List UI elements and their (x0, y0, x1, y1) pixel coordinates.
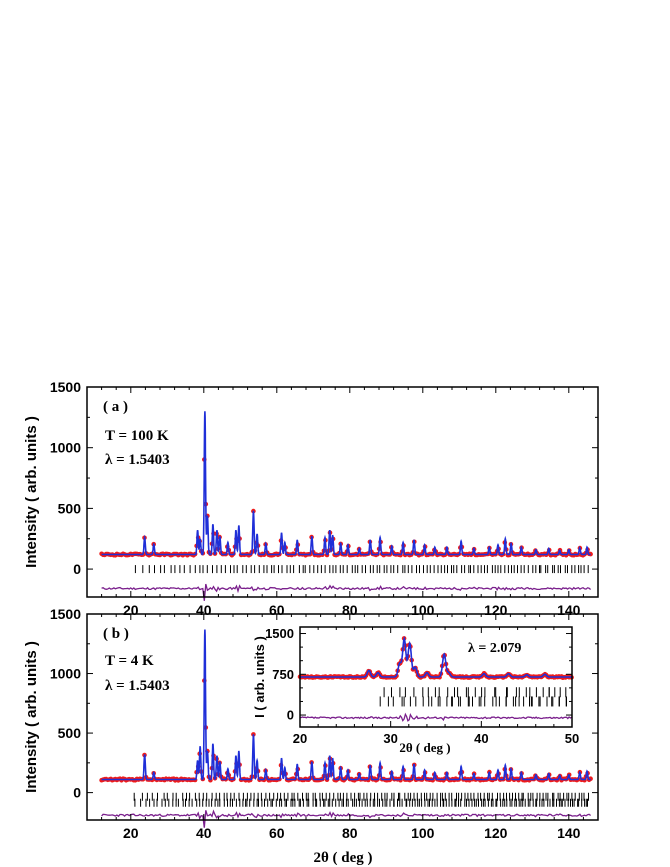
axes-frame (86, 613, 599, 821)
axes-frame (299, 626, 573, 728)
y-tick-label: 750 (272, 667, 294, 682)
x-axis-label: 2θ ( deg ) (313, 850, 372, 866)
bragg-row-1 (383, 687, 567, 698)
x-tick-label: 20 (293, 731, 307, 746)
annotation: T = 100 K (105, 428, 169, 444)
x-tick-label: 40 (196, 825, 212, 841)
panel-label: ( b ) (103, 626, 129, 642)
panel-label: ( a ) (103, 399, 128, 415)
x-tick-label: 40 (474, 731, 488, 746)
annotation: λ = 2.079 (468, 641, 521, 656)
y-axis-label: Intensity ( arb. units ) (23, 416, 40, 568)
y-tick-label: 1500 (50, 379, 81, 395)
x-tick-label: 20 (123, 825, 139, 841)
y-axis-label: I ( arb. units ) (252, 636, 267, 718)
difference-curve (300, 712, 572, 722)
x-tick-label: 80 (342, 825, 358, 841)
x-tick-label: 60 (269, 825, 285, 841)
observed-points (297, 636, 574, 680)
y-tick-label: 0 (73, 561, 81, 577)
y-tick-label: 1500 (50, 606, 81, 622)
bragg-row-2 (134, 798, 588, 807)
calculated-curve (101, 411, 591, 556)
annotation: T = 4 K (105, 653, 154, 669)
y-tick-label: 500 (58, 725, 82, 741)
calculated-curve (101, 629, 591, 781)
difference-curve (101, 583, 592, 601)
annotation: λ = 1.5403 (105, 678, 170, 694)
y-tick-label: 500 (58, 500, 82, 516)
y-tick-label: 0 (287, 708, 294, 723)
x-tick-label: 100 (411, 825, 435, 841)
difference-curve (101, 809, 592, 828)
y-tick-label: 1500 (265, 626, 294, 641)
x-tick-label: 140 (557, 825, 581, 841)
y-tick-label: 0 (73, 785, 81, 801)
x-tick-label: 120 (484, 825, 508, 841)
axes-frame (86, 386, 599, 598)
y-tick-label: 1000 (50, 440, 81, 456)
calculated-curve (300, 636, 572, 678)
x-axis-label: 2θ ( deg ) (399, 740, 450, 755)
bragg-row-2 (379, 696, 567, 707)
y-tick-label: 1000 (50, 666, 81, 682)
observed-points (99, 457, 593, 558)
x-tick-label: 30 (383, 731, 397, 746)
annotation: λ = 1.5403 (105, 452, 170, 468)
y-axis-label: Intensity ( arb. units ) (23, 641, 40, 793)
bragg-row-1 (134, 565, 589, 574)
x-tick-label: 50 (565, 731, 579, 746)
